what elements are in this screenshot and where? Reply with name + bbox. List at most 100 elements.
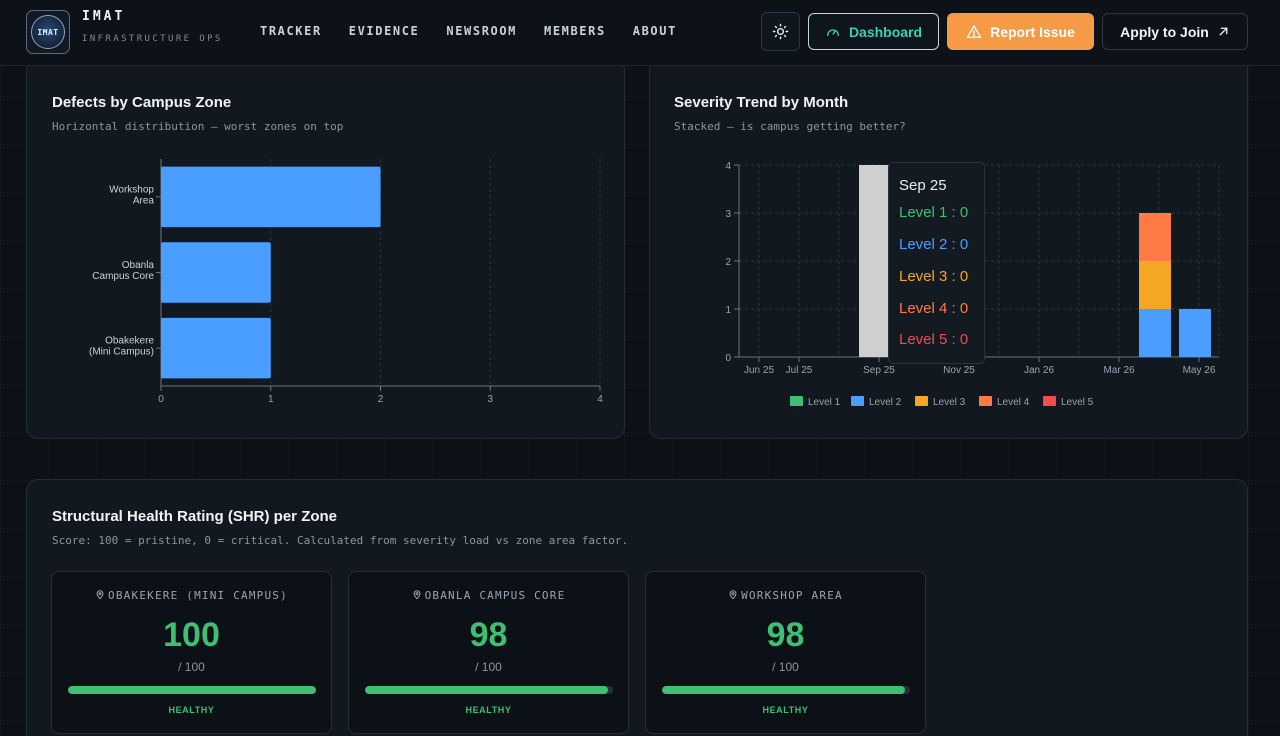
main-nav: TRACKER EVIDENCE NEWSROOM MEMBERS ABOUT	[260, 24, 704, 38]
zone-score: 98	[766, 616, 805, 654]
tooltip-row-level-2: Level 2 : 0	[899, 236, 969, 253]
warning-icon	[966, 24, 982, 38]
health-bar	[68, 686, 316, 694]
nav-newsroom[interactable]: NEWSROOM	[446, 24, 517, 38]
tooltip-row-level-5: Level 5 : 0	[899, 331, 969, 348]
nav-members[interactable]: MEMBERS	[544, 24, 606, 38]
legend-swatch	[790, 396, 803, 406]
sun-icon	[772, 23, 789, 40]
chart-tooltip: Sep 25 Level 1 : 0 Level 2 : 0 Level 3 :…	[888, 162, 985, 364]
zone-card-obakekere[interactable]: OBAKEKERE (MINI CAMPUS) 100 / 100 HEALTH…	[51, 571, 332, 734]
zone-name: OBAKEKERE (MINI CAMPUS)	[108, 589, 288, 602]
zone-name-wrap: OBAKEKERE (MINI CAMPUS)	[52, 589, 331, 602]
map-pin-icon	[413, 590, 421, 600]
zone-name-wrap: OBANLA CAMPUS CORE	[349, 589, 628, 602]
nav-tracker[interactable]: TRACKER	[260, 24, 322, 38]
shr-title: Structural Health Rating (SHR) per Zone	[52, 508, 338, 525]
x-tick-label: Jul 25	[786, 365, 813, 376]
apply-to-join-button[interactable]: Apply to Join	[1102, 13, 1248, 50]
nav-about[interactable]: ABOUT	[632, 24, 677, 38]
map-pin-icon	[96, 590, 104, 600]
zone-status: HEALTHY	[465, 705, 512, 715]
logo-emblem: IMAT	[31, 15, 65, 49]
stack-segment	[1139, 213, 1171, 261]
category-label: Campus Core	[92, 271, 154, 282]
stack-segment	[1139, 261, 1171, 309]
tooltip-row-level-1: Level 1 : 0	[899, 204, 969, 221]
stack-segment	[1139, 309, 1171, 357]
nav-evidence[interactable]: EVIDENCE	[348, 24, 420, 38]
brand-title: IMAT	[82, 9, 126, 24]
health-bar-fill	[68, 686, 316, 694]
y-tick-label: 4	[725, 161, 731, 172]
brand-subtitle: INFRASTRUCTURE OPS	[82, 34, 223, 44]
category-label: Area	[133, 195, 155, 206]
health-bar-fill	[662, 686, 906, 694]
arrow-up-right-icon	[1219, 27, 1228, 36]
zone-status: HEALTHY	[168, 705, 215, 715]
legend-swatch	[851, 396, 864, 406]
map-pin-icon	[729, 590, 737, 600]
category-label: Workshop	[109, 184, 154, 195]
bar	[161, 166, 381, 228]
x-tick-label: Mar 26	[1103, 365, 1135, 376]
hover-highlight	[859, 165, 891, 357]
y-tick-label: 0	[725, 353, 731, 364]
zone-score: 98	[469, 616, 508, 654]
defects-by-zone-title: Defects by Campus Zone	[52, 94, 232, 111]
category-label: Obanla	[122, 260, 155, 271]
y-tick-label: 3	[725, 209, 731, 220]
legend-swatch	[915, 396, 928, 406]
top-header: IMAT IMAT INFRASTRUCTURE OPS TRACKER EVI…	[0, 0, 1280, 66]
legend-label: Level 1	[808, 397, 841, 408]
legend-swatch	[1043, 396, 1056, 406]
x-tick-label: Nov 25	[943, 365, 975, 376]
x-tick-label: May 26	[1183, 365, 1216, 376]
severity-trend-subtitle: Stacked — is campus getting better?	[674, 120, 906, 133]
category-label: (Mini Campus)	[89, 347, 154, 358]
theme-toggle-button[interactable]	[761, 12, 800, 51]
x-tick-label: Sep 25	[863, 365, 895, 376]
legend-label: Level 4	[997, 397, 1030, 408]
bar	[161, 242, 271, 303]
x-tick-label: 2	[378, 394, 384, 405]
x-tick-label: 3	[487, 394, 493, 405]
tooltip-row-level-3: Level 3 : 0	[899, 268, 969, 285]
tooltip-title: Sep 25	[899, 177, 947, 194]
zone-score-max: / 100	[475, 660, 502, 674]
y-tick-label: 2	[725, 257, 731, 268]
shr-subtitle: Score: 100 = pristine, 0 = critical. Cal…	[52, 534, 629, 547]
zone-name: WORKSHOP AREA	[741, 589, 843, 602]
health-bar	[365, 686, 613, 694]
zone-score-max: / 100	[772, 660, 799, 674]
zone-card-workshop[interactable]: WORKSHOP AREA 98 / 100 HEALTHY	[645, 571, 926, 734]
zone-score: 100	[163, 616, 220, 654]
zone-card-obanla[interactable]: OBANLA CAMPUS CORE 98 / 100 HEALTHY	[348, 571, 629, 734]
tooltip-row-level-4: Level 4 : 0	[899, 300, 969, 317]
defects-by-zone-card: Defects by Campus Zone Horizontal distri…	[26, 58, 625, 439]
zone-status: HEALTHY	[762, 705, 809, 715]
legend-label: Level 5	[1061, 397, 1094, 408]
zone-name: OBANLA CAMPUS CORE	[424, 589, 566, 602]
x-tick-label: Jun 25	[744, 365, 774, 376]
apply-label: Apply to Join	[1120, 23, 1209, 40]
zone-name-wrap: WORKSHOP AREA	[646, 589, 925, 602]
logo[interactable]: IMAT	[26, 10, 70, 54]
dashboard-label: Dashboard	[848, 23, 923, 40]
severity-trend-title: Severity Trend by Month	[674, 94, 849, 111]
dashboard-button[interactable]: Dashboard	[808, 13, 939, 50]
stack-segment	[1179, 309, 1211, 357]
bar	[161, 317, 271, 379]
report-issue-button[interactable]: Report Issue	[947, 13, 1094, 50]
gauge-icon	[826, 28, 839, 36]
y-tick-label: 1	[725, 305, 731, 316]
legend-swatch	[979, 396, 992, 406]
x-tick-label: 4	[597, 394, 603, 405]
legend-label: Level 2	[869, 397, 902, 408]
health-bar	[662, 686, 910, 694]
x-tick-label: 0	[158, 394, 164, 405]
report-issue-label: Report Issue	[990, 23, 1075, 40]
x-tick-label: Jan 26	[1024, 365, 1054, 376]
x-tick-label: 1	[268, 394, 274, 405]
